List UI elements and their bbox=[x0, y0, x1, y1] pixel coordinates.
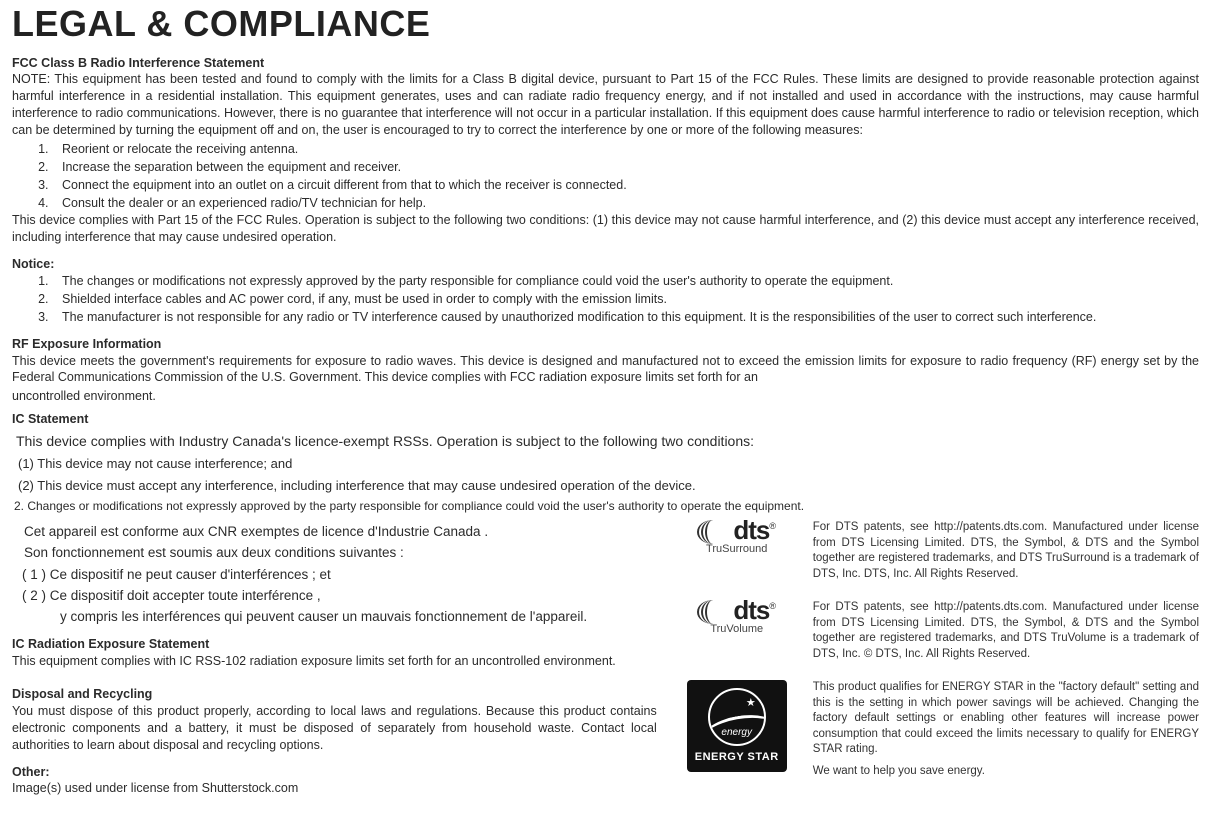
fcc-part15: This device complies with Part 15 of the… bbox=[12, 212, 1199, 246]
fcc-steps: Reorient or relocate the receiving anten… bbox=[12, 141, 1199, 212]
notice-item: The changes or modifications not express… bbox=[52, 273, 1199, 290]
registered-icon: ® bbox=[769, 601, 776, 611]
icrad-heading: IC Radiation Exposure Statement bbox=[12, 636, 657, 653]
energy-star-text: This product qualifies for ENERGY STAR i… bbox=[813, 680, 1199, 779]
notice-item: The manufacturer is not responsible for … bbox=[52, 309, 1199, 326]
fcc-heading: FCC Class B Radio Interference Statement bbox=[12, 55, 1199, 72]
ic-line-2: (1) This device may not cause interferen… bbox=[18, 455, 1199, 473]
energy-star-label: ENERGY STAR bbox=[695, 750, 779, 765]
registered-icon: ® bbox=[769, 521, 776, 531]
fcc-step: Increase the separation between the equi… bbox=[52, 159, 1199, 176]
energy-star-logo: ★ energy ENERGY STAR bbox=[677, 680, 797, 772]
dts-trusurround-text: For DTS patents, see http://patents.dts.… bbox=[813, 520, 1199, 582]
dts-trusurround-logo: dts® TruSurround bbox=[677, 520, 797, 557]
ic-fr-2: Son fonctionnement est soumis aux deux c… bbox=[24, 544, 657, 562]
energy-star-para-1: This product qualifies for ENERGY STAR i… bbox=[813, 680, 1199, 758]
dts-truvolume-row: dts® TruVolume For DTS patents, see http… bbox=[677, 600, 1199, 662]
ic-fr-5: y compris les interférences qui peuvent … bbox=[60, 608, 657, 626]
rf-heading: RF Exposure Information bbox=[12, 336, 1199, 353]
rf-body-1: This device meets the government's requi… bbox=[12, 353, 1199, 387]
dts-truvolume-text: For DTS patents, see http://patents.dts.… bbox=[813, 600, 1199, 662]
star-icon: ★ bbox=[746, 696, 756, 711]
dts-arcs-icon bbox=[697, 600, 729, 624]
notice-heading: Notice: bbox=[12, 256, 1199, 273]
fcc-intro: NOTE: This equipment has been tested and… bbox=[12, 71, 1199, 139]
energy-star-para-2: We want to help you save energy. bbox=[813, 764, 1199, 780]
other-heading: Other: bbox=[12, 764, 657, 781]
ic-line-1: This device complies with Industry Canad… bbox=[16, 432, 1199, 451]
ic-fr-3: ( 1 ) Ce dispositif ne peut causer d'int… bbox=[22, 566, 657, 584]
other-body: Image(s) used under license from Shutter… bbox=[12, 780, 657, 797]
notice-list: The changes or modifications not express… bbox=[12, 273, 1199, 326]
ic-line-3: (2) This device must accept any interfer… bbox=[18, 477, 1199, 495]
energy-word: energy bbox=[721, 726, 752, 740]
page-title: LEGAL & COMPLIANCE bbox=[12, 0, 1199, 49]
fcc-step: Connect the equipment into an outlet on … bbox=[52, 177, 1199, 194]
dts-sub-label: TruSurround bbox=[706, 542, 767, 557]
icrad-body: This equipment complies with IC RSS-102 … bbox=[12, 653, 657, 670]
disposal-heading: Disposal and Recycling bbox=[12, 686, 657, 703]
fcc-step: Consult the dealer or an experienced rad… bbox=[52, 195, 1199, 212]
dts-brand: dts bbox=[733, 515, 769, 545]
ic-line-4: 2. Changes or modifications not expressl… bbox=[14, 498, 1199, 514]
disposal-body: You must dispose of this product properl… bbox=[12, 703, 657, 754]
ic-heading: IC Statement bbox=[12, 411, 1199, 428]
rf-body-2: uncontrolled environment. bbox=[12, 388, 1199, 405]
dts-brand: dts bbox=[733, 595, 769, 625]
fcc-step: Reorient or relocate the receiving anten… bbox=[52, 141, 1199, 158]
dts-truvolume-logo: dts® TruVolume bbox=[677, 600, 797, 637]
dts-trusurround-row: dts® TruSurround For DTS patents, see ht… bbox=[677, 520, 1199, 582]
dts-sub-label: TruVolume bbox=[710, 622, 763, 637]
ic-fr-1: Cet appareil est conforme aux CNR exempt… bbox=[24, 523, 657, 541]
notice-item: Shielded interface cables and AC power c… bbox=[52, 291, 1199, 308]
dts-arcs-icon bbox=[697, 520, 729, 544]
ic-fr-4: ( 2 ) Ce dispositif doit accepter toute … bbox=[22, 587, 657, 605]
energy-star-row: ★ energy ENERGY STAR This product qualif… bbox=[677, 680, 1199, 779]
